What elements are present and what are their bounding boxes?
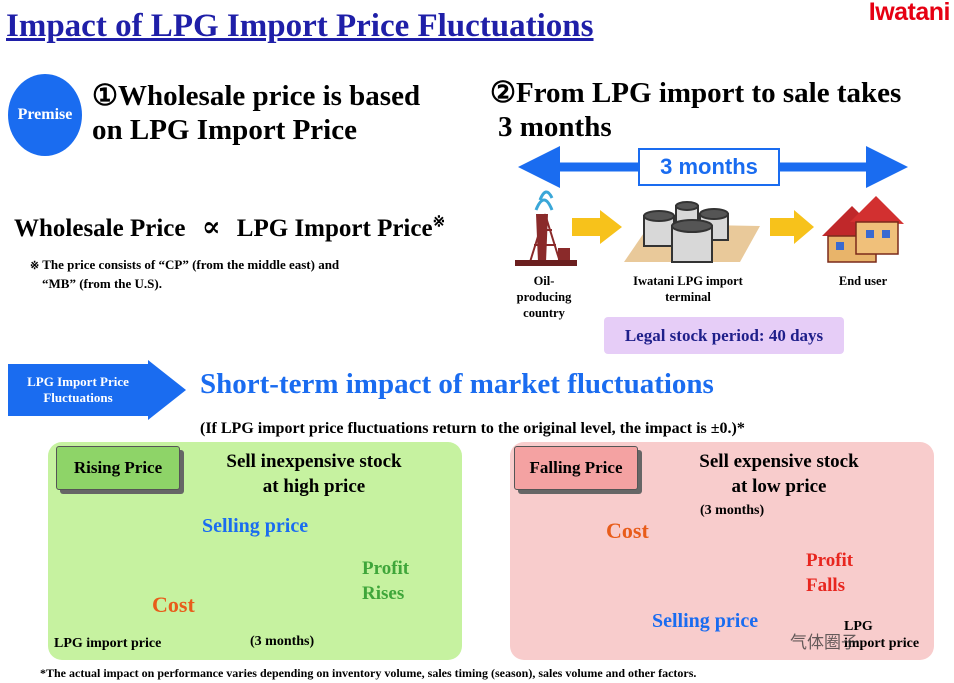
stage1-line2: producing [516,290,572,304]
falling-price-tag: Falling Price [514,446,638,490]
end-user-house-icon [822,196,904,263]
formula-left: Wholesale Price [14,215,186,242]
rising-selling-price-label: Selling price [202,515,309,537]
price-note: ※ The price consists of “CP” (from the m… [30,256,339,293]
end-user-label: End user [838,274,888,288]
flow-arrow-icon-2 [770,210,814,244]
oil-producing-country-label: Oil- producing country [504,273,584,321]
falling-cost-label: Cost [606,518,649,543]
rising-headline-line1: Sell inexpensive stock [226,451,402,472]
page-title: Impact of LPG Import Price Fluctuations [6,8,594,44]
proportional-symbol: ∝ [201,212,221,243]
falling-headline-line1: Sell expensive stock [699,451,859,472]
three-months-label: 3 months [638,148,780,186]
note-line2: “MB” (from the U.S). [42,276,162,291]
rising-three-months-label: (3 months) [250,634,315,649]
premise-point-2-line-1: ②From LPG import to sale takes [490,77,902,109]
premise-point-2-line-2: 3 months [498,111,612,143]
note-mark: ※ [30,260,40,272]
lpg-terminal-icon [624,201,760,263]
stage2-line2: terminal [665,290,711,304]
premise-point-1-line-2: on LPG Import Price [92,114,357,146]
stage1-line1: Oil- [533,274,555,288]
lpg-terminal-label: Iwatani LPG import terminal [614,273,762,305]
rising-lpg-import-price-label: LPG import price [54,636,162,651]
watermark-text: 气体圈子 [790,633,858,653]
flow-arrow-icon-1 [572,210,622,244]
falling-selling-price-label: Selling price [652,610,759,632]
legal-stock-period: Legal stock period: 40 days [604,317,844,354]
badge-line1: LPG Import Price [27,374,129,389]
fluctuations-arrow-head [148,360,186,420]
profit-falls-line2: Falls [806,575,846,596]
rising-headline-line2: at high price [262,476,366,497]
badge-line2: Fluctuations [43,390,113,405]
profit-falls-line1: Profit [806,550,854,571]
falling-headline-line2: at low price [731,476,827,497]
premise-badge: Premise [8,74,82,156]
profit-rises-line1: Profit [362,558,410,579]
footnote: *The actual impact on performance varies… [40,666,697,680]
formula-right: LPG Import Price [236,215,433,242]
oil-rig-icon [515,190,577,266]
stage1-line3: country [523,306,565,320]
falling-lpg-line1: LPG [844,619,873,634]
rising-headline: Sell inexpensive stock at high price [196,449,432,499]
formula-note-mark: ※ [432,214,446,231]
iwatani-logo: Iwatani [868,0,951,26]
profit-falls-label: Profit Falls [806,548,853,598]
rising-price-tag: Rising Price [56,446,180,490]
rising-cost-label: Cost [152,592,195,617]
note-line1: The price consists of “CP” (from the mid… [42,257,340,272]
premise-point-1-line-1: ①Wholesale price is based [92,80,421,112]
falling-lpg-import-price-label: LPG import price [844,618,919,652]
section-heading: Short-term impact of market fluctuations [200,368,714,400]
price-formula: Wholesale Price ∝ LPG Import Price※ [14,210,445,244]
fluctuations-badge: LPG Import Price Fluctuations [8,364,148,416]
stage2-line1: Iwatani LPG import [633,274,743,288]
falling-headline: Sell expensive stock at low price [666,449,892,499]
profit-rises-label: Profit Rises [362,556,409,606]
falling-lpg-line2: import price [844,636,920,651]
falling-three-months-label: (3 months) [700,503,765,518]
profit-rises-line2: Rises [362,583,405,604]
impact-note: (If LPG import price fluctuations return… [200,420,745,437]
